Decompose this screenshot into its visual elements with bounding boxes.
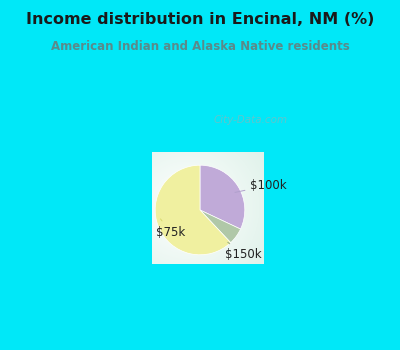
Wedge shape xyxy=(155,165,231,255)
Text: Income distribution in Encinal, NM (%): Income distribution in Encinal, NM (%) xyxy=(26,12,374,27)
Text: American Indian and Alaska Native residents: American Indian and Alaska Native reside… xyxy=(51,40,349,53)
Text: $75k: $75k xyxy=(156,219,186,239)
Wedge shape xyxy=(200,165,245,229)
Wedge shape xyxy=(200,210,240,243)
Text: $100k: $100k xyxy=(235,179,287,192)
Text: City-Data.com: City-Data.com xyxy=(213,116,288,125)
Text: $150k: $150k xyxy=(225,242,262,261)
